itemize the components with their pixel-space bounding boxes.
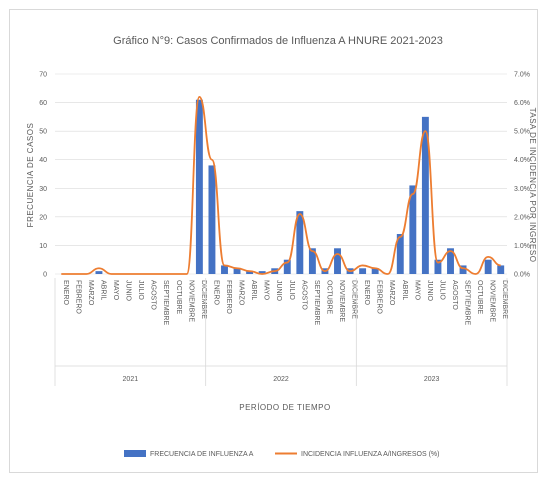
legend-line-label: INCIDENCIA INFLUENZA A/INGRESOS (%): [301, 451, 439, 458]
x-tick-label: MARZO: [388, 280, 395, 306]
chart-title: Gráfico N°9: Casos Confirmados de Influe…: [113, 35, 443, 47]
bar: [208, 165, 216, 274]
x-tick-label: OCTUBRE: [175, 280, 182, 315]
y2-axis-ticks: 0.0% 1.0% 2.0% 3.0% 4.0% 5.0% 6.0% 7.0%: [514, 72, 530, 279]
x-tick-label: OCTUBRE: [325, 280, 332, 315]
y2-tick-label: 3.0%: [514, 186, 530, 193]
x-tick-label: ABRIL: [99, 280, 106, 300]
x-tick-label: MAYO: [112, 280, 119, 301]
x-tick-label: NOVIEMBRE: [489, 280, 496, 322]
x-tick-label: NOVIEMBRE: [338, 280, 345, 322]
x-tick-label: JULIO: [438, 280, 445, 300]
x-tick-label: SEPTIEMBRE: [162, 280, 169, 325]
x-tick-label: MARZO: [238, 280, 245, 306]
y-tick-label: 0: [43, 272, 47, 279]
incidence-line: [61, 95, 501, 275]
x-axis-ticks: ENERO FEBRERO MARZO ABRIL MAYO JUNIO JULIO AGOS…: [62, 280, 508, 325]
x-tick-label: JUNIO: [125, 280, 132, 302]
x-tick-label: NOVIEMBRE: [187, 280, 194, 322]
x-tick-label: FEBRERO: [74, 280, 81, 314]
y-axis-ticks: 0 10 20 30 40 50 60 70: [39, 72, 47, 279]
x-tick-label: DICIEMBRE: [501, 280, 508, 319]
x-tick-label: MAYO: [263, 280, 270, 301]
y-tick-label: 60: [39, 100, 47, 107]
bar: [359, 268, 367, 274]
bar: [371, 268, 379, 274]
bar: [195, 99, 203, 274]
x-tick-label: OCTUBRE: [476, 280, 483, 315]
y-tick-label: 20: [39, 214, 47, 221]
bar: [246, 271, 254, 274]
x-tick-label: JULIO: [137, 280, 144, 300]
year-label: 2021: [123, 376, 139, 383]
x-tick-label: FEBRERO: [225, 280, 232, 314]
y2-tick-label: 2.0%: [514, 214, 530, 221]
bar: [484, 259, 492, 274]
x-tick-label: JUNIO: [275, 280, 282, 302]
bar: [396, 234, 404, 274]
x-tick-label: FEBRERO: [376, 280, 383, 314]
bar: [258, 271, 266, 274]
x-tick-label: ABRIL: [401, 280, 408, 300]
year-axis: 2021 2022 2023: [54, 278, 508, 386]
bar: [434, 259, 442, 274]
year-label: 2022: [273, 376, 289, 383]
bar: [283, 259, 291, 274]
year-label: 2023: [424, 376, 440, 383]
bar: [497, 265, 505, 274]
legend-bar-label: FRECUENCIA DE INFLUENZA A: [150, 451, 254, 458]
x-tick-label: AGOSTO: [150, 280, 157, 310]
x-tick-label: ENERO: [363, 280, 370, 305]
x-axis-title: PERÍODO DE TIEMPO: [239, 403, 330, 412]
y2-tick-label: 5.0%: [514, 129, 530, 136]
x-tick-label: AGOSTO: [451, 280, 458, 310]
y-tick-label: 50: [39, 129, 47, 136]
x-tick-label: MAYO: [413, 280, 420, 301]
y-tick-label: 40: [39, 157, 47, 164]
y-tick-label: 70: [39, 72, 47, 79]
legend: FRECUENCIA DE INFLUENZA A INCIDENCIA INF…: [124, 450, 439, 458]
bar: [334, 248, 341, 274]
x-tick-label: SEPTIEMBRE: [313, 280, 320, 325]
chart-frame: [9, 9, 538, 473]
line-series: [61, 95, 501, 275]
x-tick-label: JULIO: [288, 280, 295, 300]
x-tick-label: MARZO: [87, 280, 94, 306]
y2-tick-label: 7.0%: [514, 72, 530, 79]
bar: [421, 116, 429, 274]
legend-bar-swatch: [124, 450, 146, 457]
x-tick-label: SEPTIEMBRE: [464, 280, 471, 325]
bar: [95, 271, 103, 274]
y2-tick-label: 4.0%: [514, 157, 530, 164]
bar: [221, 265, 228, 274]
x-tick-label: ABRIL: [250, 280, 257, 300]
bar: [296, 211, 304, 274]
y2-tick-label: 6.0%: [514, 100, 530, 107]
bar: [447, 248, 454, 274]
x-tick-label: ENERO: [212, 280, 219, 305]
x-tick-label: AGOSTO: [300, 280, 307, 310]
bar-series: [95, 99, 505, 274]
y2-tick-label: 0.0%: [514, 272, 530, 279]
y-tick-label: 10: [39, 243, 47, 250]
y2-tick-label: 1.0%: [514, 243, 530, 250]
y-axis-title: FRECUENCIA DE CASOS: [26, 123, 35, 228]
bar: [308, 248, 316, 274]
bar: [409, 185, 417, 274]
y-tick-label: 30: [39, 186, 47, 193]
x-tick-label: DICIEMBRE: [200, 280, 207, 319]
x-tick-label: ENERO: [62, 280, 69, 305]
bar: [233, 268, 241, 274]
gridlines: [55, 73, 507, 275]
y2-axis-title: TASA DE INCIDENCIA POR INGRESO: [528, 108, 537, 263]
bar: [459, 265, 467, 274]
x-tick-label: JUNIO: [426, 280, 433, 302]
x-tick-label: DICIEMBRE: [351, 280, 358, 319]
